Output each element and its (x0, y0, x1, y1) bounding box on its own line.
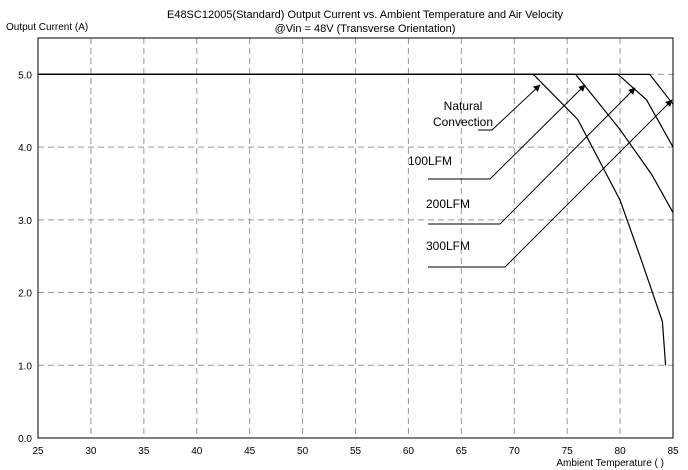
line (38, 73, 674, 105)
series-label: 300LFM (425, 239, 471, 253)
y-tick-label: 5.0 (18, 70, 32, 81)
x-tick-label: 35 (138, 446, 150, 457)
y-tick-label: 4.0 (18, 143, 32, 154)
chart-subtitle: @Vin = 48V (Transverse Orientation) (275, 23, 456, 35)
series-label: 200LFM (425, 197, 471, 211)
x-tick-label: 30 (85, 446, 97, 457)
leader-line (478, 84, 541, 131)
x-tick-label: 40 (191, 446, 203, 457)
x-tick-label: 55 (350, 446, 362, 457)
x-tick-label: 70 (509, 446, 521, 457)
leader-line (428, 87, 636, 225)
y-tick-label: 3.0 (18, 216, 32, 227)
y-tick-label: 0.0 (18, 434, 32, 445)
x-axis-label: Ambient Temperature ( ) (556, 458, 664, 469)
x-tick-label: 75 (562, 446, 574, 457)
series-label: 100LFM (407, 154, 453, 168)
x-tick-label: 65 (456, 446, 468, 457)
x-tick-label: 25 (32, 446, 44, 457)
leader-line (428, 84, 586, 180)
y-tick-label: 1.0 (18, 361, 32, 372)
chart-title: E48SC12005(Standard) Output Current vs. … (167, 9, 564, 21)
x-tick-label: 60 (403, 446, 415, 457)
plot-frame (37, 37, 674, 439)
x-tick-label: 85 (667, 446, 679, 457)
y-tick-label: 2.0 (18, 289, 32, 300)
y-axis-label: Output Current (A) (6, 22, 88, 33)
x-tick-label: 45 (244, 446, 256, 457)
x-tick-label: 50 (297, 446, 309, 457)
x-tick-label: 80 (615, 446, 627, 457)
series-label: Natural Convection (432, 99, 494, 129)
leader-line (428, 99, 673, 268)
